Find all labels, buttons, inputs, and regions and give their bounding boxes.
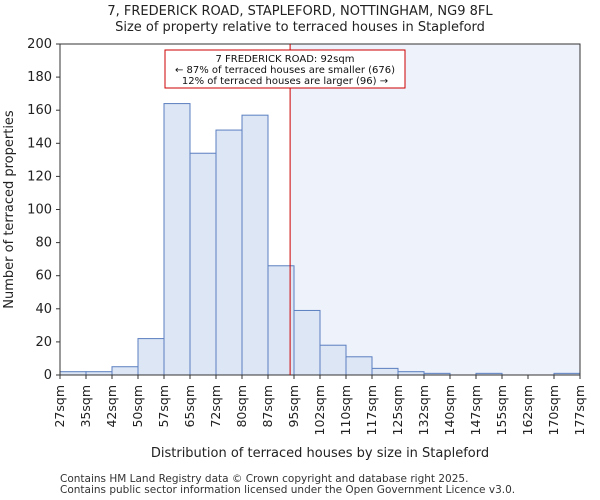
y-tick-label-80: 80	[35, 236, 52, 251]
y-tick-label-160: 160	[27, 103, 52, 118]
y-tick-label-20: 20	[35, 335, 52, 350]
bar-9	[293, 309, 321, 376]
chart-subtitle: Size of property relative to terraced ho…	[115, 20, 485, 35]
y-tick-label-40: 40	[35, 302, 52, 317]
y-tick-label-60: 60	[35, 269, 52, 284]
x-tick-label-6: 72sqm	[208, 385, 223, 428]
chart-title: 7, FREDERICK ROAD, STAPLEFORD, NOTTINGHA…	[107, 4, 493, 19]
x-tick-label-3: 50sqm	[130, 385, 145, 428]
bar-2	[111, 366, 139, 376]
x-tick-label-2: 42sqm	[104, 385, 119, 428]
x-tick-label-9: 95sqm	[286, 385, 301, 428]
x-tick-label-13: 125sqm	[390, 385, 405, 435]
x-tick-label-10: 102sqm	[312, 385, 327, 435]
x-tick-label-12: 117sqm	[364, 385, 379, 435]
x-tick-label-7: 80sqm	[234, 385, 249, 428]
x-tick-label-11: 110sqm	[338, 385, 353, 435]
annotation-line-3: 12% of terraced houses are larger (96) →	[182, 76, 388, 87]
x-tick-label-14: 132sqm	[416, 385, 431, 435]
x-tick-label-8: 87sqm	[260, 385, 275, 428]
larger-region-shade	[290, 44, 580, 375]
x-tick-label-16: 147sqm	[468, 385, 483, 435]
x-tick-label-20: 177sqm	[572, 385, 587, 435]
annotation-box	[164, 49, 406, 89]
x-axis-label: Distribution of terraced houses by size …	[151, 446, 489, 461]
x-tick-label-5: 65sqm	[182, 385, 197, 428]
footer-line-2: Contains public sector information licen…	[60, 484, 516, 496]
x-tick-label-0: 27sqm	[52, 385, 67, 428]
annotation-line-1: 7 FREDERICK ROAD: 92sqm	[216, 54, 355, 65]
x-tick-label-17: 155sqm	[494, 385, 509, 435]
bar-12	[371, 367, 399, 376]
y-tick-label-100: 100	[27, 203, 52, 218]
y-tick-label-140: 140	[27, 136, 52, 151]
bar-4	[163, 103, 191, 376]
annotation-line-2: ← 87% of terraced houses are smaller (67…	[175, 65, 395, 76]
bar-10	[319, 344, 347, 376]
x-tick-label-4: 57sqm	[156, 385, 171, 428]
bar-6	[215, 129, 243, 376]
x-tick-label-18: 162sqm	[520, 385, 535, 435]
bar-3	[137, 338, 165, 376]
x-tick-label-1: 35sqm	[78, 385, 93, 428]
x-tick-label-15: 140sqm	[442, 385, 457, 435]
bar-11	[345, 356, 373, 376]
y-tick-label-180: 180	[27, 70, 52, 85]
footer-line-1: Contains HM Land Registry data © Crown c…	[60, 473, 469, 485]
y-tick-label-0: 0	[44, 368, 52, 383]
bar-7	[241, 114, 269, 376]
y-tick-label-120: 120	[27, 169, 52, 184]
bar-5	[189, 152, 217, 376]
y-tick-label-200: 200	[27, 37, 52, 52]
y-axis-label: Number of terraced properties	[2, 110, 17, 309]
x-tick-label-19: 170sqm	[546, 385, 561, 435]
